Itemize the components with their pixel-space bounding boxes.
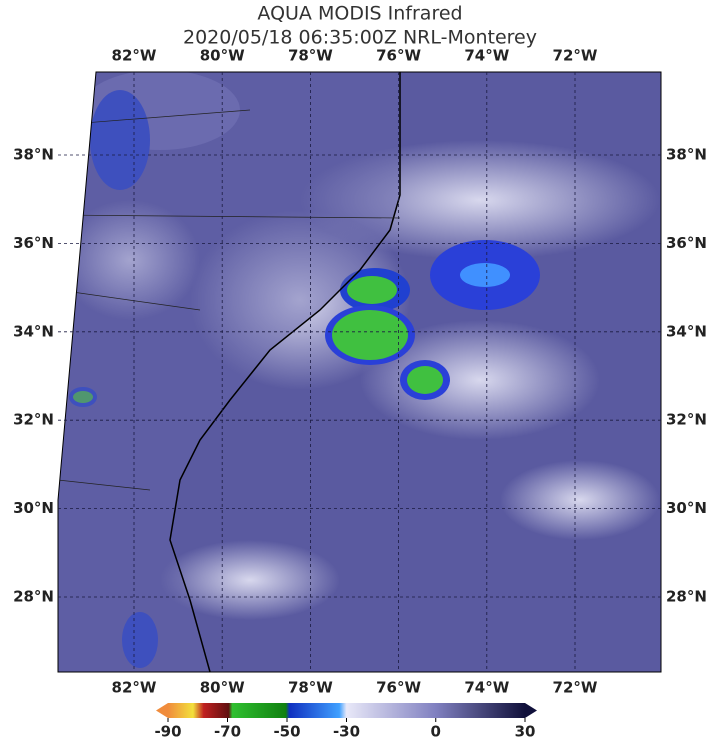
subtitle: 2020/05/18 06:35:00Z NRL-Monterey xyxy=(183,27,537,49)
lon-label: 72°W xyxy=(553,47,598,65)
lon-label: 82°W xyxy=(112,47,157,65)
colorbar-tick-label: 0 xyxy=(431,723,441,741)
lon-label: 72°W xyxy=(553,679,598,697)
lat-label: 30°N xyxy=(13,499,54,517)
map-frame xyxy=(57,71,662,673)
title: AQUA MODIS Infrared xyxy=(257,3,462,25)
lon-label: 80°W xyxy=(200,47,245,65)
lat-label: 32°N xyxy=(13,411,54,429)
satellite-image xyxy=(58,72,661,672)
lon-label: 80°W xyxy=(200,679,245,697)
lat-label: 34°N xyxy=(13,322,54,340)
lon-label: 74°W xyxy=(464,679,509,697)
colorbar-arrow xyxy=(525,703,537,718)
lat-label: 38°N xyxy=(13,146,54,164)
colorbar xyxy=(168,703,525,718)
lon-label: 76°W xyxy=(376,679,421,697)
lat-label: 28°N xyxy=(13,588,54,606)
colorbar-tick-label: -70 xyxy=(214,723,241,741)
lat-label: 36°N xyxy=(666,234,707,252)
lat-label: 28°N xyxy=(666,588,707,606)
lon-label: 78°W xyxy=(288,47,333,65)
lat-label: 34°N xyxy=(666,322,707,340)
lon-label: 82°W xyxy=(112,679,157,697)
lon-label: 74°W xyxy=(464,47,509,65)
lon-label: 76°W xyxy=(376,47,421,65)
lon-label: 78°W xyxy=(288,679,333,697)
colorbar-arrow xyxy=(156,703,168,718)
lat-label: 38°N xyxy=(666,146,707,164)
lat-label: 32°N xyxy=(666,411,707,429)
colorbar-tick-label: -50 xyxy=(273,723,300,741)
colorbar-tick-label: -30 xyxy=(333,723,360,741)
lat-label: 36°N xyxy=(13,234,54,252)
colorbar-tick-label: 30 xyxy=(515,723,536,741)
lat-label: 30°N xyxy=(666,499,707,517)
colorbar-tick-label: -90 xyxy=(154,723,181,741)
